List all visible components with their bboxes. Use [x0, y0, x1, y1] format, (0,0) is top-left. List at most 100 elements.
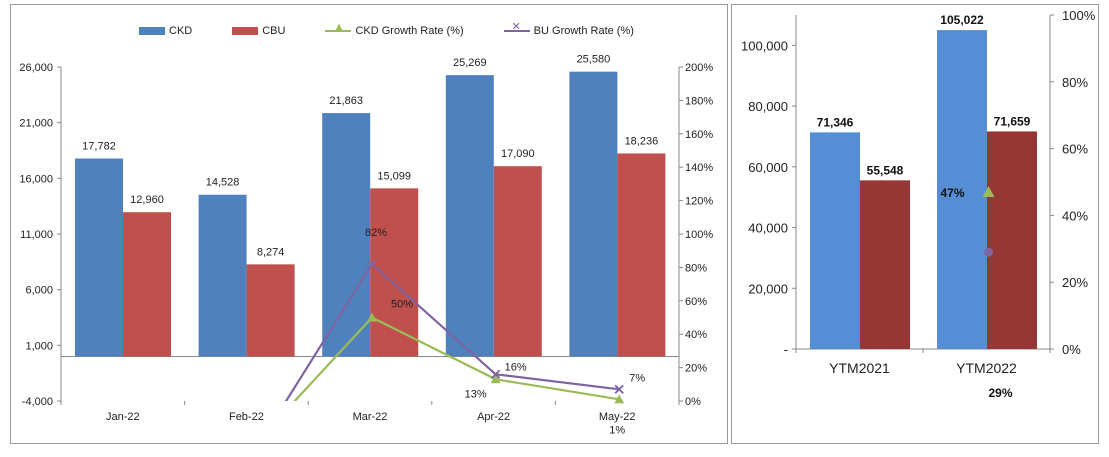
- ckd-bar-label: 21,863: [329, 95, 363, 107]
- ckd-bar: [445, 75, 494, 357]
- cbu-bar: [123, 212, 171, 357]
- ytm-ckd-growth-point: [982, 186, 995, 198]
- legend-item-1: CBU: [232, 25, 285, 37]
- x-tick-label: Apr-22: [477, 411, 510, 423]
- cbu-growth-point: [614, 384, 624, 394]
- cbu-bar: [493, 166, 542, 357]
- y2-tick-label: 140%: [685, 162, 713, 174]
- y2-tick-label: 60%: [685, 296, 707, 308]
- y-tick-label: 20,000: [748, 281, 788, 296]
- ytm-cbu-bar-label: 55,548: [867, 163, 904, 177]
- legend-item-0: CKD: [139, 25, 192, 37]
- y-tick-label: 16,000: [19, 173, 53, 185]
- y-tick-label: -: [784, 342, 788, 357]
- legend-swatch: [232, 27, 259, 35]
- ckd-bar: [569, 71, 618, 357]
- ckd-growth-label: 1%: [609, 424, 625, 436]
- y2-tick-label: 180%: [685, 95, 713, 107]
- ytm-cbu-growth-point: [984, 247, 993, 257]
- legend-label: CKD: [169, 25, 193, 37]
- growth-lines: [284, 262, 620, 401]
- legend-marker-icon: ✕: [511, 21, 521, 33]
- y2-tick-label: 60%: [1062, 142, 1088, 157]
- y2-tick-label: 100%: [1062, 8, 1096, 23]
- legend-marker-icon: ▲: [333, 21, 345, 33]
- ckd-growth-line: [293, 316, 620, 401]
- y2-tick-label: 40%: [1062, 208, 1088, 223]
- ytm-ckd-growth-label: 47%: [940, 186, 964, 200]
- legend-swatch: [139, 27, 165, 35]
- ytm-ckd-bar: [810, 132, 860, 349]
- ckd-bar-label: 14,528: [206, 177, 240, 189]
- legend-item-2: ▲ CKD Growth Rate (%): [325, 22, 464, 37]
- ytm-cbu-bar: [987, 131, 1037, 349]
- x-tick-label: May-22: [599, 411, 636, 423]
- cbu-bar: [617, 153, 666, 357]
- ckd-bar-label: 25,269: [453, 57, 487, 69]
- cbu-growth-label: 16%: [505, 361, 527, 373]
- y-tick-label: 21,000: [19, 118, 53, 130]
- y2-tick-label: 80%: [1062, 75, 1088, 90]
- cbu-bar: [246, 264, 295, 357]
- ckd-growth-label: 13%: [465, 388, 487, 400]
- legend-label: BU Growth Rate (%): [533, 25, 634, 37]
- monthly-chart-panel: CKD CBU ▲ CKD Growth Rate (%) ✕ BU Growth Rat…: [10, 4, 728, 444]
- ckd-bar: [322, 113, 371, 357]
- legend-swatch: ✕: [503, 22, 530, 36]
- y2-tick-label: 160%: [685, 129, 713, 141]
- cbu-growth-point: [367, 259, 377, 269]
- x-tick-label: Feb-22: [229, 411, 264, 423]
- ckd-bar: [198, 194, 247, 357]
- y-tick-label: 11,000: [20, 229, 53, 241]
- chart-legend: CKD CBU ▲ CKD Growth Rate (%) ✕ BU Growth Rat…: [139, 22, 674, 37]
- y2-tick-label: 80%: [685, 262, 707, 274]
- cbu-bar-label: 17,090: [501, 148, 535, 160]
- cbu-growth-point: [490, 369, 501, 379]
- y-tick-label: 26,000: [19, 62, 53, 74]
- y-tick-label: 60,000: [748, 160, 788, 175]
- legend-swatch: ▲: [325, 22, 352, 36]
- cbu-bar: [370, 188, 419, 357]
- ytm-cbu-bar-label: 71,659: [994, 114, 1031, 128]
- cbu-bar-label: 8,274: [257, 246, 285, 258]
- y2-tick-label: 20%: [1062, 275, 1088, 290]
- ckd-growth-point: [614, 394, 625, 404]
- cbu-growth-line: [284, 262, 620, 401]
- y2-tick-label: 40%: [685, 329, 707, 341]
- y-tick-label: 40,000: [748, 221, 788, 236]
- ytm-chart-svg: - 20,000 40,000 60,000 80,000 100,000 0% 20% 40%…: [741, 8, 1096, 400]
- ckd-growth-label: 50%: [391, 299, 413, 311]
- y-tick-label: 1,000: [25, 340, 53, 352]
- x-tick-label: Jan-22: [106, 411, 140, 423]
- cbu-bar-label: 15,099: [377, 170, 411, 182]
- y2-tick-label: 100%: [685, 229, 713, 241]
- ytm-ckd-bar: [937, 30, 987, 349]
- y2-tick-label: 120%: [685, 196, 713, 208]
- ckd-growth-point: [367, 312, 377, 322]
- ckd-bar: [75, 158, 123, 357]
- cbu-bar-label: 18,236: [625, 135, 659, 147]
- x-tick-label: YTM2021: [829, 360, 890, 376]
- x-tick-label: YTM2022: [956, 360, 1017, 376]
- ckd-growth-point: [490, 374, 501, 384]
- ytm-cbu-growth-label: 29%: [988, 386, 1012, 400]
- cbu-growth-label: 7%: [629, 372, 645, 384]
- ytm-ckd-bar-label: 105,022: [940, 13, 984, 27]
- ytm-ckd-bar-label: 71,346: [817, 115, 854, 129]
- y2-tick-label: 0%: [1062, 342, 1081, 357]
- y2-tick-label: 200%: [685, 62, 713, 74]
- y2-tick-label: 0%: [685, 396, 701, 408]
- y-tick-label: 80,000: [748, 99, 788, 114]
- cbu-bar-label: 12,960: [130, 194, 164, 206]
- ytm-cbu-bar: [860, 180, 910, 349]
- ckd-bar-label: 25,580: [577, 54, 611, 66]
- y-tick-label: 100,000: [741, 38, 788, 53]
- y-tick-label: 6,000: [25, 285, 53, 297]
- x-tick-label: Mar-22: [353, 411, 388, 423]
- y-tick-label: -4,000: [22, 396, 53, 408]
- legend-label: CBU: [262, 25, 286, 37]
- legend-label: CKD Growth Rate (%): [355, 25, 464, 37]
- legend-item-3: ✕ BU Growth Rate (%): [503, 22, 634, 37]
- cbu-growth-label: 82%: [365, 227, 387, 239]
- y2-tick-label: 20%: [685, 363, 707, 375]
